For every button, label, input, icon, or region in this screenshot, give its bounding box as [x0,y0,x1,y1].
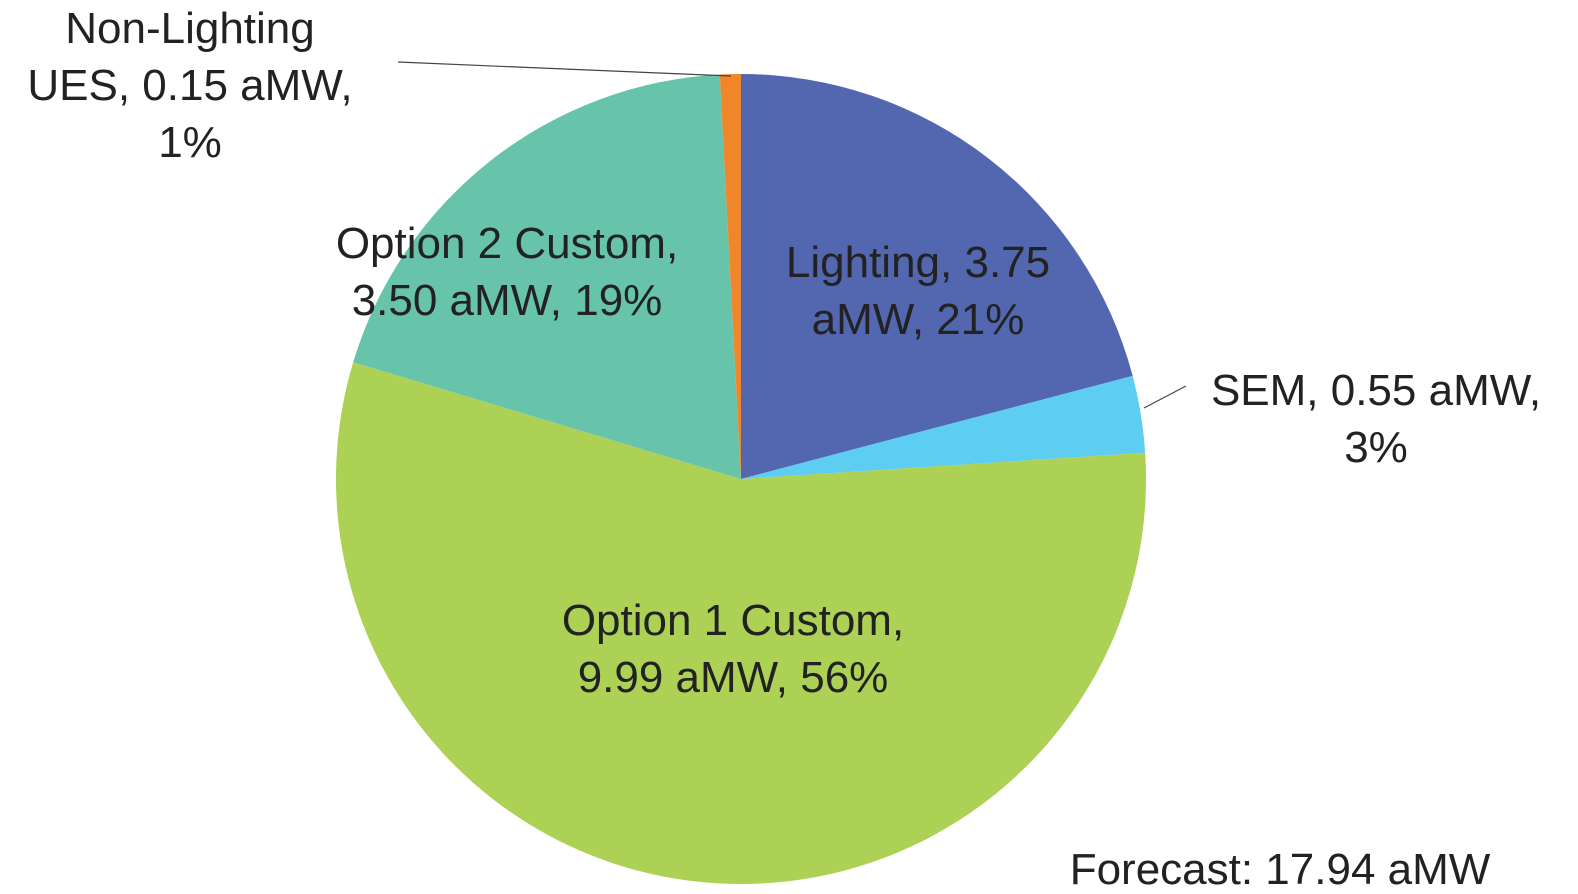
data-label-line: SEM, 0.55 aMW, [1211,366,1541,415]
data-label-line: 3% [1344,423,1408,472]
data-label-line: UES, 0.15 aMW, [27,61,352,110]
data-label: Option 2 Custom, 3.50 aMW, 19% [336,219,678,325]
slice [336,362,1146,884]
data-label-line: 3.50 aMW, 19% [352,276,663,325]
slice [353,74,741,480]
data-label: Lighting, 3.75 aMW, 21% [786,238,1050,344]
data-label-line: Option 1 Custom, [562,596,904,645]
annotation: Forecast: 17.94 aMW [1070,845,1491,894]
data-label: Option 1 Custom, 9.99 aMW, 56% [562,596,904,702]
slice [741,74,1133,479]
labels: Lighting, 3.75 aMW, 21% SEM, 0.55 aMW, 3% Op… [27,4,1541,702]
data-label-line: 9.99 aMW, 56% [578,653,889,702]
slice [719,74,741,479]
pie [336,74,1146,884]
leader-line [1143,385,1187,409]
data-label-line: Non-Lighting [65,4,315,53]
data-label: Non-Lighting UES, 0.15 aMW, 1% [27,4,352,167]
slice [741,375,1146,479]
data-label-line: Lighting, 3.75 [786,238,1050,287]
leader-line [397,61,732,77]
data-label: SEM, 0.55 aMW, 3% [1211,366,1541,472]
data-label-line: 1% [158,118,222,167]
data-label-line: Option 2 Custom, [336,219,678,268]
data-label-line: aMW, 21% [812,295,1025,344]
